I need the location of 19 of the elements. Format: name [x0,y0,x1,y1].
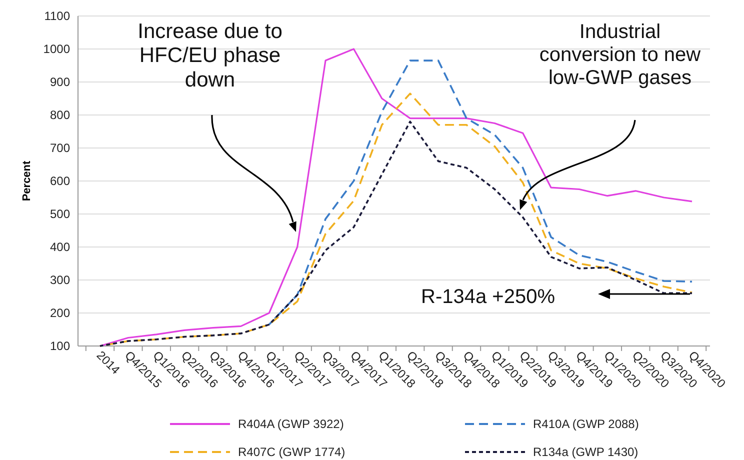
y-tick-label: 600 [50,174,70,188]
annotation: R-134a +250% [421,286,556,308]
y-axis-title: Percent [21,160,33,202]
y-tick-label: 500 [50,206,70,221]
y-tick-label: 100 [50,338,70,353]
y-tick-label: 300 [50,272,70,287]
legend-label: R404A (GWP 3922) [238,417,344,431]
legend-label: R407C (GWP 1774) [238,445,346,459]
y-tick-label: 400 [50,240,70,254]
y-tick-label: 900 [50,74,70,89]
y-tick-label: 1100 [44,8,70,23]
y-tick-label: 200 [50,306,70,320]
annotation: Increase due to HFC/EU phase down [138,20,282,92]
y-tick-label: 1000 [43,42,70,56]
y-tick-label: 800 [50,108,70,122]
legend-label: R410A (GWP 2088) [533,417,639,431]
legend-label: R134a (GWP 1430) [533,445,638,459]
annotation: Industrial conversion to new low-GWP gases [539,21,702,89]
y-tick-label: 700 [50,140,70,155]
